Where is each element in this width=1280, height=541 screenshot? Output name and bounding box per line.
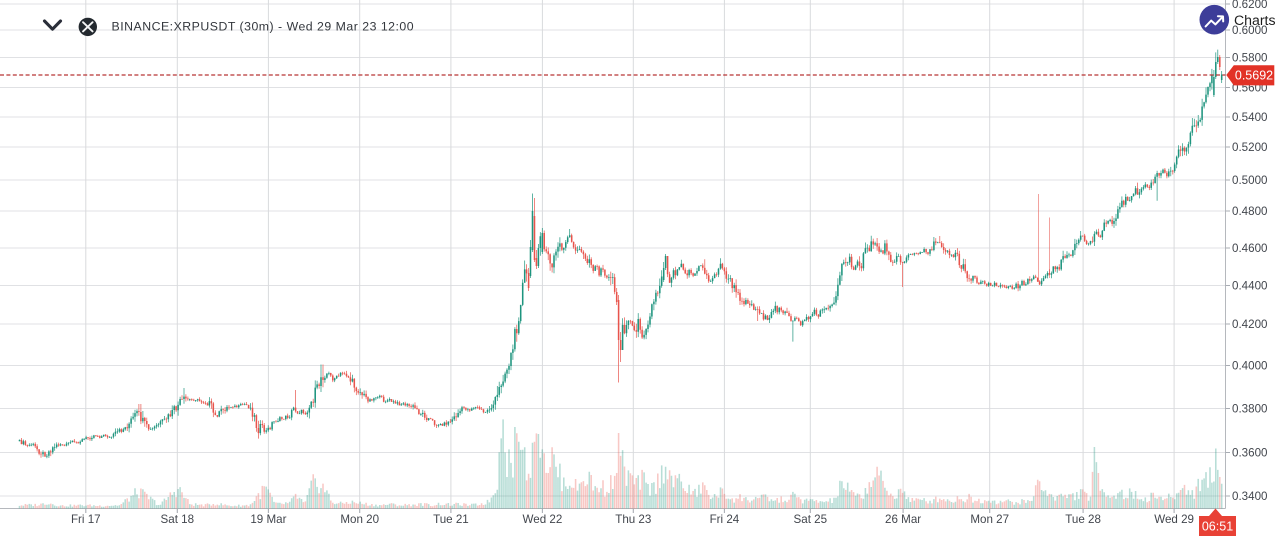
svg-text:0.5692: 0.5692 bbox=[1235, 68, 1273, 82]
svg-text:0.6000: 0.6000 bbox=[1232, 24, 1267, 37]
svg-text:BINANCE:XRPUSDT (30m) - Wed 29: BINANCE:XRPUSDT (30m) - Wed 29 Mar 23 12… bbox=[112, 20, 415, 34]
svg-text:06:51: 06:51 bbox=[1202, 520, 1233, 534]
svg-text:Mon 20: Mon 20 bbox=[340, 513, 379, 526]
svg-text:0.4800: 0.4800 bbox=[1232, 205, 1267, 218]
svg-text:0.6200: 0.6200 bbox=[1232, 0, 1267, 11]
svg-text:Charts by: Charts by bbox=[1234, 12, 1280, 28]
svg-text:0.5400: 0.5400 bbox=[1232, 111, 1267, 124]
svg-text:26 Mar: 26 Mar bbox=[885, 513, 921, 526]
svg-text:Wed 29: Wed 29 bbox=[1154, 513, 1194, 526]
svg-text:0.5000: 0.5000 bbox=[1232, 174, 1267, 187]
svg-text:Fri 17: Fri 17 bbox=[71, 513, 101, 526]
svg-text:0.4400: 0.4400 bbox=[1232, 280, 1267, 293]
svg-text:0.3800: 0.3800 bbox=[1232, 403, 1267, 416]
svg-text:0.3400: 0.3400 bbox=[1232, 490, 1267, 503]
svg-text:0.4600: 0.4600 bbox=[1232, 242, 1267, 255]
svg-text:Thu 23: Thu 23 bbox=[615, 513, 651, 526]
svg-text:0.3600: 0.3600 bbox=[1232, 447, 1267, 460]
svg-text:Tue 28: Tue 28 bbox=[1065, 513, 1101, 526]
svg-text:0.4000: 0.4000 bbox=[1232, 360, 1267, 373]
svg-text:Mon 27: Mon 27 bbox=[970, 513, 1009, 526]
svg-text:Tue 21: Tue 21 bbox=[433, 513, 469, 526]
svg-text:0.4200: 0.4200 bbox=[1232, 318, 1267, 331]
svg-text:Sat 18: Sat 18 bbox=[161, 513, 195, 526]
svg-text:Fri 24: Fri 24 bbox=[710, 513, 740, 526]
svg-text:0.5800: 0.5800 bbox=[1232, 52, 1267, 65]
svg-text:0.5200: 0.5200 bbox=[1232, 141, 1267, 154]
svg-text:Sat 25: Sat 25 bbox=[794, 513, 828, 526]
svg-text:19 Mar: 19 Mar bbox=[250, 513, 286, 526]
svg-text:Wed 22: Wed 22 bbox=[523, 513, 563, 526]
